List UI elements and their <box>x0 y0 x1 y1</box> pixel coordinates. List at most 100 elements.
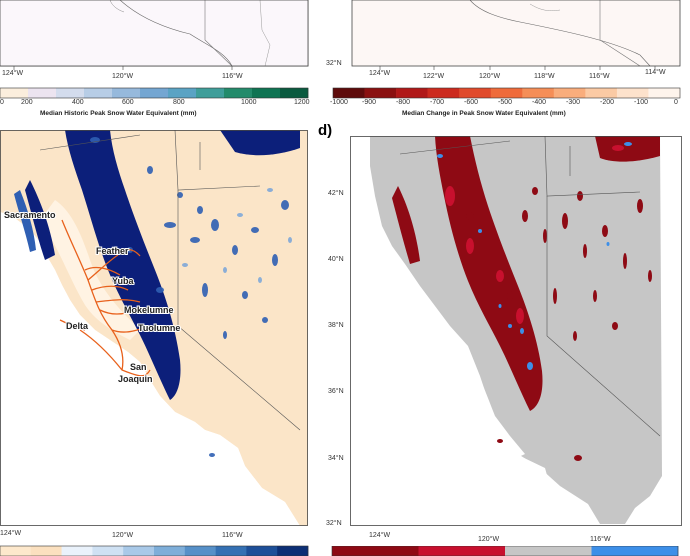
panel-a-lon-tick: 116°W <box>222 73 243 80</box>
colorbar-a-segment <box>112 88 141 98</box>
colorbar-a-segment <box>84 88 113 98</box>
colorbar-c <box>0 545 309 556</box>
colorbar-b-tick: -200 <box>600 99 615 106</box>
colorbar-a-tick: 1000 <box>241 99 257 106</box>
panel-b-lat-tick: 32°N <box>326 60 342 67</box>
top-row-maps <box>0 0 681 99</box>
panel-a-map <box>0 0 309 67</box>
colorbar-b-tick: -600 <box>464 99 479 106</box>
colorbar-a-tick: 0 <box>0 99 4 106</box>
colorbar-b-tick: -400 <box>532 99 547 106</box>
panel-b-lon-tick: 114°W <box>645 69 666 76</box>
colorbar-a <box>0 87 309 99</box>
colorbar-b-segment <box>396 88 428 98</box>
panel-d-lat-tick: 34°N <box>328 455 344 462</box>
colorbar-b <box>332 87 681 99</box>
colorbar-a-segment <box>196 88 225 98</box>
sierra-snow <box>65 130 181 400</box>
colorbar-a-segment <box>56 88 85 98</box>
gain-spots <box>437 142 632 370</box>
place-label: Mokelumne <box>124 305 174 315</box>
place-label: Tuolumne <box>138 323 180 333</box>
colorbar-c-segment <box>277 546 309 556</box>
panel-label-d: d) <box>318 122 333 139</box>
colorbar-b-segment <box>490 88 523 98</box>
colorbar-b-segment <box>648 88 681 98</box>
colorbar-a-segment <box>168 88 197 98</box>
colorbar-a-tick: 1200 <box>294 99 310 106</box>
colorbar-b-tick: -700 <box>430 99 445 106</box>
colorbar-b-tick: 0 <box>674 99 678 106</box>
colorbar-a-title: Median Historic Peak Snow Water Equivale… <box>40 110 197 117</box>
colorbar-d-outline <box>331 546 679 556</box>
panel-d-lat-tick: 32°N <box>326 520 342 527</box>
panel-b-lon-tick: 122°W <box>423 73 445 80</box>
colorbar-c-segment <box>215 546 247 556</box>
colorbar-c-segment <box>61 546 93 556</box>
panel-d-map <box>350 136 682 526</box>
colorbar-b-tick: -1000 <box>330 99 348 106</box>
colorbar-a-segment <box>224 88 253 98</box>
colorbar-c-segment <box>0 546 32 556</box>
panel-b-lon-tick: 124°W <box>369 70 391 77</box>
top-tick-marks <box>13 66 656 70</box>
panel-d-lat-tick: 38°N <box>328 322 344 329</box>
colorbar-b-segment <box>333 88 365 98</box>
colorbar-a-tick: 600 <box>122 99 134 106</box>
colorbar-b-outline <box>332 87 681 99</box>
colorbar-c-segment <box>123 546 155 556</box>
colorbar-b-segment <box>522 88 555 98</box>
panel-a-lon-tick: 124°W <box>2 70 24 77</box>
colorbar-c-segment <box>154 546 186 556</box>
panel-b-lon-tick: 120°W <box>479 73 501 80</box>
panel-d-lon-tick: 120°W <box>478 536 500 543</box>
panel-d-lat-tick: 40°N <box>328 256 344 263</box>
colorbar-c-outline <box>0 545 309 556</box>
panel-d-lon-tick: 124°W <box>369 532 391 539</box>
colorbar-b-tick: -500 <box>498 99 513 106</box>
panel-b-lon-tick: 116°W <box>589 73 610 80</box>
colorbar-b-tick: -900 <box>362 99 377 106</box>
place-label: Delta <box>66 321 89 331</box>
panel-d-lat-tick: 36°N <box>328 388 344 395</box>
colorbar-c-segment <box>30 546 62 556</box>
colorbar-a-segment <box>28 88 57 98</box>
colorbar-a-tick: 200 <box>21 99 33 106</box>
panel-c-lon-tick: 116°W <box>222 532 243 539</box>
colorbar-c-segment <box>246 546 278 556</box>
colorbar-a-segment <box>0 88 29 98</box>
colorbar-d-segment <box>332 546 419 556</box>
colorbar-b-segment <box>585 88 618 98</box>
colorbar-d-segment <box>505 546 592 556</box>
colorbar-b-segment <box>553 88 586 98</box>
colorbar-a-outline <box>0 87 309 99</box>
panel-c-lon-tick: 124°W <box>0 530 22 537</box>
colorbar-d-segment <box>418 546 506 556</box>
sierra-loss <box>435 136 543 411</box>
colorbar-b-segment <box>364 88 397 98</box>
place-label: Joaquin <box>118 374 153 384</box>
colorbar-b-tick: -100 <box>634 99 649 106</box>
panel-d-lat-tick: 42°N <box>328 190 344 197</box>
colorbar-a-tick: 400 <box>72 99 84 106</box>
colorbar-b-tick: -300 <box>566 99 581 106</box>
place-label: Yuba <box>112 276 135 286</box>
panel-a-lon-tick: 120°W <box>112 73 134 80</box>
panel-c-lon-tick: 120°W <box>112 532 134 539</box>
colorbar-b-tick: -800 <box>396 99 411 106</box>
colorbar-b-segment <box>459 88 492 98</box>
colorbar-c-segment <box>92 546 124 556</box>
river-network <box>59 219 151 377</box>
colorbar-a-tick: 800 <box>173 99 185 106</box>
colorbar-b-segment <box>427 88 460 98</box>
colorbar-c-segment <box>184 546 216 556</box>
colorbar-d-segment <box>591 546 679 556</box>
colorbar-d <box>331 546 679 556</box>
panel-c-map: Sacramento Feather Yuba Mokelumne Delta … <box>0 130 312 526</box>
colorbar-b-title: Median Change in Peak Snow Water Equival… <box>402 110 566 117</box>
panel-b-lon-tick: 118°W <box>534 73 555 80</box>
colorbar-b-segment <box>616 88 649 98</box>
colorbar-a-segment <box>252 88 281 98</box>
colorbar-a-segment <box>140 88 169 98</box>
colorbar-a-segment <box>280 88 309 98</box>
